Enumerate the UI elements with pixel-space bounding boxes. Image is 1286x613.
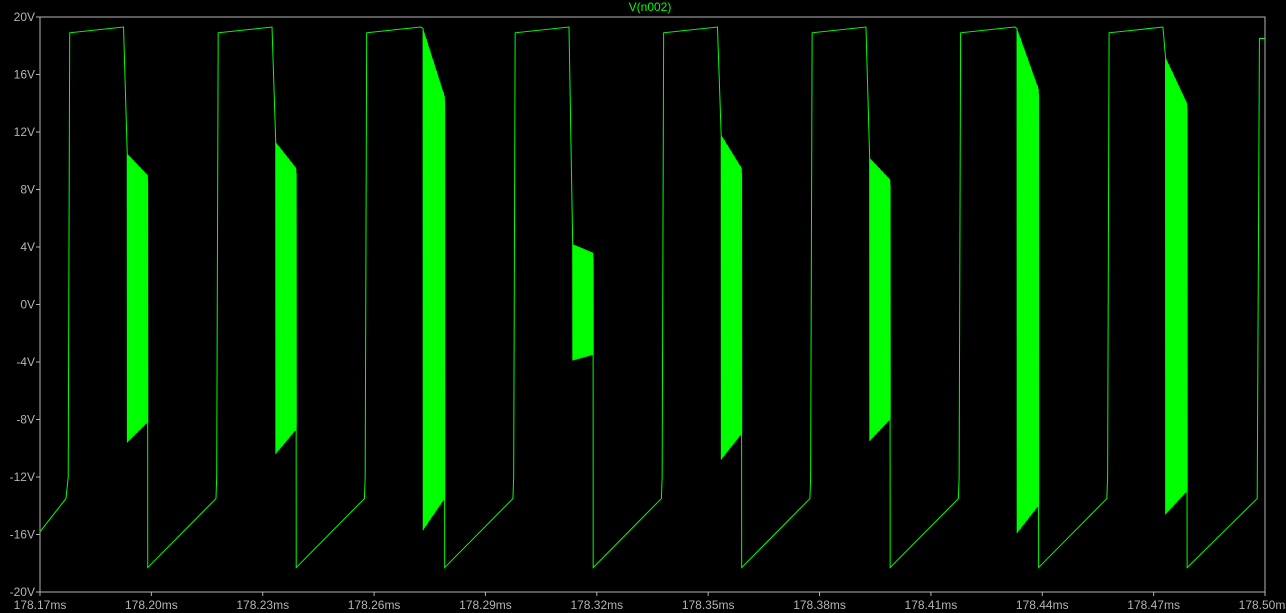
oscillation-burst bbox=[1165, 57, 1188, 515]
y-tick-label: 0V bbox=[20, 298, 35, 312]
oscillation-burst bbox=[423, 28, 445, 531]
x-tick-label: 178.17ms bbox=[14, 598, 67, 612]
oscillation-burst bbox=[869, 157, 891, 442]
x-tick-label: 178.44ms bbox=[1016, 598, 1069, 612]
y-tick-label: 12V bbox=[14, 125, 35, 139]
oscillation-burst bbox=[572, 244, 594, 361]
trace-v-n002 bbox=[39, 26, 1265, 569]
y-tick-label: -12V bbox=[10, 470, 35, 484]
oscillation-burst bbox=[721, 134, 742, 460]
y-tick-label: 8V bbox=[20, 183, 35, 197]
waveform-line bbox=[39, 26, 1265, 569]
x-tick-label: 178.23ms bbox=[236, 598, 289, 612]
x-tick-label: 178.50ms bbox=[1239, 598, 1286, 612]
y-tick-label: -8V bbox=[16, 413, 35, 427]
x-tick-label: 178.32ms bbox=[570, 598, 623, 612]
axis-ticks: 178.17ms 178.20ms 178.23ms 178.26ms 178.29ms… bbox=[10, 10, 1286, 612]
x-tick-label: 178.41ms bbox=[905, 598, 958, 612]
y-tick-label: 4V bbox=[20, 240, 35, 254]
y-tick-label: 16V bbox=[14, 68, 35, 82]
x-tick-label: 178.47ms bbox=[1127, 598, 1180, 612]
oscillation-burst bbox=[275, 142, 297, 454]
x-tick-label: 178.29ms bbox=[459, 598, 512, 612]
plot-frame bbox=[39, 16, 1266, 593]
y-tick-label: -20V bbox=[10, 585, 35, 599]
x-tick-label: 178.35ms bbox=[682, 598, 735, 612]
x-tick-label: 178.38ms bbox=[793, 598, 846, 612]
oscillation-burst bbox=[127, 153, 148, 443]
y-tick-label: 20V bbox=[14, 10, 35, 24]
oscillation-burst bbox=[1017, 28, 1039, 534]
y-tick-label: -16V bbox=[10, 528, 35, 542]
x-tick-label: 178.26ms bbox=[348, 598, 401, 612]
x-tick-label: 178.20ms bbox=[125, 598, 178, 612]
chart-title: V(n002) bbox=[629, 0, 672, 14]
y-tick-label: -4V bbox=[16, 355, 35, 369]
